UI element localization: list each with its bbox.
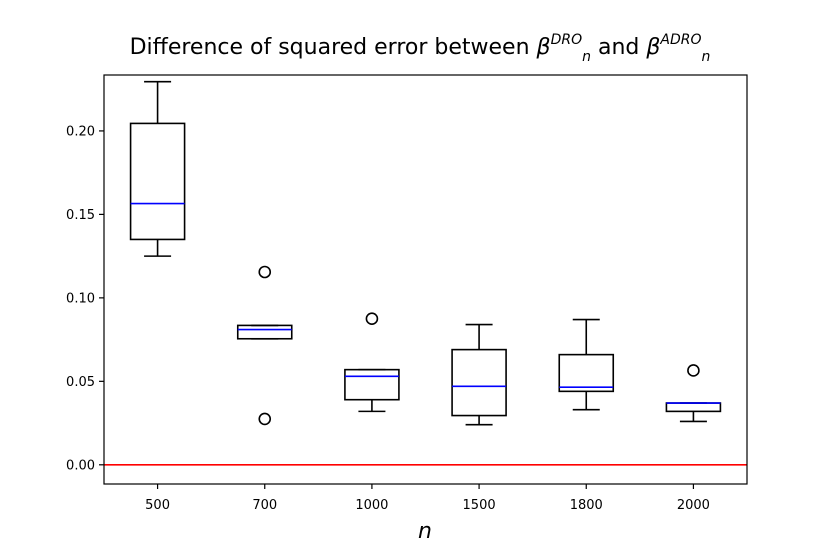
y-tick-label-0: 0.00 [66,458,95,473]
title-beta-1-superscript: DRO [551,32,583,48]
title-beta-2: β [645,35,660,60]
y-tick-label-4: 0.20 [66,124,95,139]
y-tick-label-3: 0.15 [66,208,95,223]
box-1800 [558,353,615,393]
chart-title: Difference of squared error between βDRO… [130,32,711,65]
box-1000 [344,368,400,401]
title-beta-1: β [536,35,551,60]
x-tick-label-2000: 2000 [677,498,710,513]
outlier-700-0 [258,265,272,279]
title-beta-2-superscript: ADRO [659,32,701,48]
y-tick-label-2: 0.10 [66,291,95,306]
axes-frame [103,74,748,485]
outlier-1000-0 [365,312,379,326]
plot-area: 0.00 0.05 0.10 0.15 0.20 500 700 1000 1500 1800 20… [66,74,748,513]
box-1500 [451,348,507,417]
title-mid: and [591,35,646,60]
y-tick-label-1: 0.05 [66,375,95,390]
x-tick-label-1800: 1800 [570,498,603,513]
x-tick-label-500: 500 [145,498,170,513]
outlier-2000-0 [687,364,700,377]
outlier-700-1 [258,412,272,426]
box-500 [129,122,186,241]
x-tick-label-1500: 1500 [463,498,496,513]
x-tick-label-1000: 1000 [355,498,388,513]
title-prefix: Difference of squared error between [130,35,537,60]
box-700 [236,324,293,340]
box-2000 [665,402,722,413]
title-beta-2-subscript: n [702,49,711,65]
x-tick-label-700: 700 [252,498,277,513]
title-beta-1-subscript: n [582,49,591,65]
x-axis-label: n [418,519,432,544]
